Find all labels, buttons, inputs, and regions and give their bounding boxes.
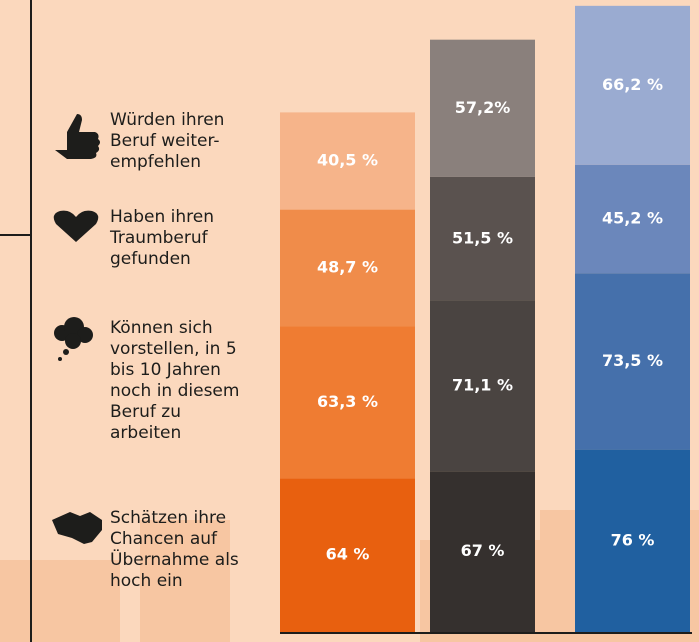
value-label: 45,2 % [602, 208, 663, 227]
infographic: 64 % 63,3 % 48,7 % 40,5 % 67 % 71,1 % 51,5 % 57… [0, 0, 699, 642]
value-label: 73,5 % [602, 351, 663, 370]
value-label: 66,2 % [602, 75, 663, 94]
legend-entry: Schätzen ihre Chancen auf Übernahme als … [110, 508, 255, 592]
value-label: 63,3 % [317, 392, 378, 411]
legend-entry: Würden ihren Beruf weiter-empfehlen [110, 110, 255, 173]
legend-entry: Haben ihren Traumberuf gefunden [110, 207, 255, 270]
value-label: 57,2% [455, 98, 511, 117]
chart: 64 % 63,3 % 48,7 % 40,5 % 67 % 71,1 % 51,5 % 57… [0, 0, 699, 642]
icons [52, 114, 102, 544]
legend-entry: Können sich vorstellen, in 5 bis 10 Jahr… [110, 318, 255, 444]
value-label: 64 % [326, 545, 370, 564]
value-label: 40,5 % [317, 151, 378, 170]
value-label: 51,5 % [452, 228, 513, 247]
value-label: 67 % [461, 541, 505, 560]
value-label: 48,7 % [317, 258, 378, 277]
value-label: 71,1 % [452, 375, 513, 394]
value-label: 76 % [611, 530, 655, 549]
